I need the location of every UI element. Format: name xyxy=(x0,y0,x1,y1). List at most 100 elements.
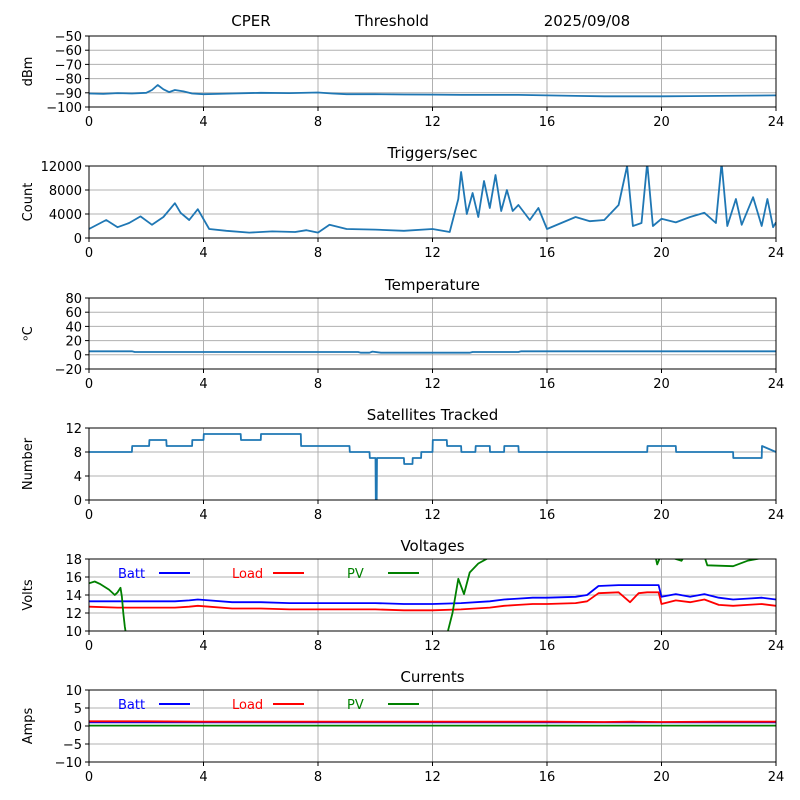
y-tick-label: 60 xyxy=(65,306,82,321)
y-tick-label: 0 xyxy=(74,232,82,247)
plot-frame xyxy=(88,165,777,239)
x-tick-label: 20 xyxy=(653,770,670,785)
x-tick-label: 16 xyxy=(539,639,556,654)
legend-label-pv: PV xyxy=(347,698,364,713)
y-tick-label: 12000 xyxy=(41,160,82,175)
y-tick-label: 40 xyxy=(65,320,82,335)
x-tick-label: 0 xyxy=(85,377,93,392)
x-tick-label: 8 xyxy=(314,770,322,785)
x-tick-label: 4 xyxy=(199,508,207,523)
series-line-1 xyxy=(89,84,776,98)
plot-frame xyxy=(88,297,777,370)
x-tick-label: 0 xyxy=(85,770,93,785)
x-tick-label: 16 xyxy=(539,377,556,392)
x-tick-label: 24 xyxy=(768,246,785,261)
x-tick-label: 20 xyxy=(653,115,670,130)
x-tick-label: 16 xyxy=(539,508,556,523)
y-tick-label: 14 xyxy=(65,589,82,604)
x-tick-label: 24 xyxy=(768,115,785,130)
x-tick-label: 24 xyxy=(768,377,785,392)
y-tick-label: 12 xyxy=(65,607,82,622)
plot-frame xyxy=(88,35,777,108)
y-tick-label: −5 xyxy=(63,738,82,753)
legend-label-batt: Batt xyxy=(118,698,145,713)
y-tick-label: 10 xyxy=(65,684,82,699)
x-tick-label: 4 xyxy=(199,377,207,392)
y-axis-label: Volts xyxy=(21,579,36,611)
x-tick-label: 20 xyxy=(653,377,670,392)
y-tick-label: −70 xyxy=(55,58,82,73)
x-tick-label: 12 xyxy=(424,377,441,392)
series-line-load xyxy=(89,591,776,612)
plot-frame xyxy=(88,689,777,763)
y-tick-label: 0 xyxy=(74,349,82,364)
panel-title: Voltages xyxy=(400,537,464,555)
y-tick-label: 12 xyxy=(65,422,82,437)
y-tick-label: 0 xyxy=(74,494,82,509)
y-tick-label: 8000 xyxy=(49,184,82,199)
series-line-1 xyxy=(89,350,776,354)
x-tick-label: 24 xyxy=(768,770,785,785)
y-tick-label: −90 xyxy=(55,87,82,102)
panel-title: Satellites Tracked xyxy=(367,406,498,424)
panel-5: 0 4 8 12 16 20 24 10 12 14 16 18 Voltages Volts Batt Lo… xyxy=(21,537,784,654)
y-tick-label: 4000 xyxy=(49,208,82,223)
x-tick-label: 0 xyxy=(85,115,93,130)
x-tick-label: 16 xyxy=(539,246,556,261)
panel-title: Triggers/sec xyxy=(387,144,478,162)
y-tick-label: −50 xyxy=(55,30,82,45)
y-axis-label: ᵒC xyxy=(21,326,36,340)
plot-frame xyxy=(88,558,777,632)
y-axis-label: Number xyxy=(21,437,36,490)
legend-label-load: Load xyxy=(232,698,263,713)
x-tick-label: 4 xyxy=(199,770,207,785)
series-line-1 xyxy=(89,166,776,234)
header-station: CPER xyxy=(231,12,270,30)
y-axis-label: Count xyxy=(21,183,36,222)
y-tick-label: 4 xyxy=(74,470,82,485)
y-tick-label: 0 xyxy=(74,720,82,735)
x-tick-label: 12 xyxy=(424,246,441,261)
panel-6: 0 4 8 12 16 20 24 −10 −5 0 5 10 Currents Amps Batt Load… xyxy=(21,668,784,785)
y-tick-label: 10 xyxy=(65,625,82,640)
y-tick-label: −100 xyxy=(46,101,82,116)
panel-4: 0 4 8 12 16 20 24 0 4 8 12 Satellites Tracked Number xyxy=(21,406,784,523)
plot-frame xyxy=(88,427,777,501)
y-tick-label: 80 xyxy=(65,292,82,307)
x-tick-label: 0 xyxy=(85,639,93,654)
legend-label-pv: PV xyxy=(347,567,364,582)
x-tick-label: 8 xyxy=(314,246,322,261)
series-line-pv xyxy=(89,559,762,631)
x-tick-label: 0 xyxy=(85,508,93,523)
y-axis-label: Amps xyxy=(21,707,36,744)
x-tick-label: 20 xyxy=(653,508,670,523)
legend-label-batt: Batt xyxy=(118,567,145,582)
x-tick-label: 0 xyxy=(85,246,93,261)
y-tick-label: −20 xyxy=(55,363,82,378)
panel-2: 0 4 8 12 16 20 24 0 4000 8000 12000 Triggers/sec Cou… xyxy=(21,144,784,261)
y-tick-label: 16 xyxy=(65,571,82,586)
x-tick-label: 16 xyxy=(539,115,556,130)
x-tick-label: 12 xyxy=(424,770,441,785)
x-tick-label: 12 xyxy=(424,115,441,130)
x-tick-label: 24 xyxy=(768,639,785,654)
x-tick-label: 8 xyxy=(314,115,322,130)
x-tick-label: 8 xyxy=(314,639,322,654)
legend-label-load: Load xyxy=(232,567,263,582)
x-tick-label: 20 xyxy=(653,639,670,654)
x-tick-label: 24 xyxy=(768,508,785,523)
panel-1: 0 4 8 12 16 20 24 −50−60−70−80−90−100 dBm xyxy=(21,30,784,130)
x-tick-label: 12 xyxy=(424,508,441,523)
series-line-1 xyxy=(89,433,776,500)
x-tick-label: 16 xyxy=(539,770,556,785)
y-tick-label: −80 xyxy=(55,73,82,88)
y-tick-label: 5 xyxy=(74,702,82,717)
y-tick-label: 8 xyxy=(74,446,82,461)
y-tick-label: −10 xyxy=(55,756,82,771)
y-tick-label: 20 xyxy=(65,335,82,350)
panel-title: Currents xyxy=(400,668,464,686)
x-tick-label: 4 xyxy=(199,115,207,130)
